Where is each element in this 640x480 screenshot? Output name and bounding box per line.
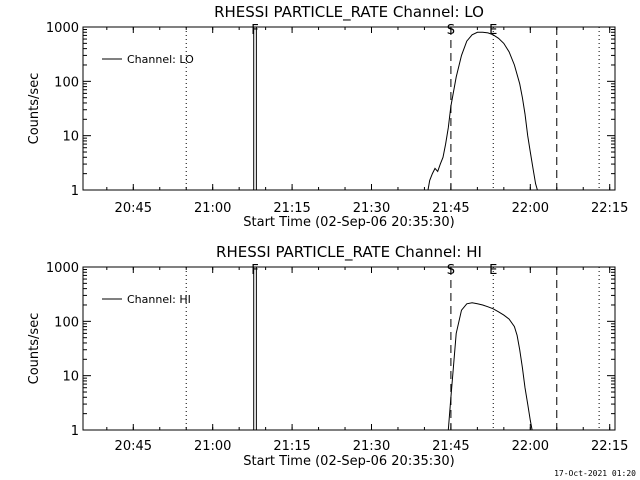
y-axis-label: Counts/sec	[27, 73, 42, 145]
y-tick-label: 1000	[46, 21, 79, 36]
x-tick-label: 21:15	[273, 439, 310, 454]
x-axis-label: Start Time (02-Sep-06 20:35:30)	[243, 454, 454, 469]
hi-channel-panel: RHESSI PARTICLE_RATE Channel: HI 20:45 21:…	[27, 243, 628, 469]
x-tick-label: 21:30	[353, 201, 390, 216]
series-line-channel-lo	[427, 31, 538, 191]
y-tick-label: 10	[62, 130, 79, 145]
x-tick-label: 21:45	[432, 201, 469, 216]
x-tick-label: 21:30	[353, 439, 390, 454]
x-tick-label: 22:15	[591, 201, 628, 216]
lo-channel-panel: RHESSI PARTICLE_RATE Channel: LO 20:45 21:…	[27, 3, 628, 230]
x-tick-label: 21:00	[194, 439, 231, 454]
y-tick-label: 100	[54, 75, 79, 90]
series-line-channel-hi	[447, 302, 533, 431]
y-axis-label: Counts/sec	[27, 313, 42, 385]
y-tick-label: 100	[54, 315, 79, 330]
x-tick-label: 20:45	[115, 439, 152, 454]
y-tick-label: 10	[62, 370, 79, 385]
x-tick-label: 21:45	[432, 439, 469, 454]
event-marker-s: S	[447, 263, 455, 278]
x-tick-label: 21:00	[194, 201, 231, 216]
y-tick-label: 1	[71, 184, 79, 199]
event-marker-f: F	[251, 23, 258, 38]
x-tick-label: 22:00	[512, 201, 549, 216]
timestamp: 17-Oct-2021 01:20	[554, 469, 636, 478]
legend-label: Channel: HI	[127, 293, 191, 306]
x-tick-label: 21:15	[273, 201, 310, 216]
x-tick-label: 22:00	[512, 439, 549, 454]
x-tick-label: 20:45	[115, 201, 152, 216]
plot-frame	[82, 26, 616, 191]
event-marker-f: F	[251, 263, 258, 278]
legend-label: Channel: LO	[127, 53, 194, 66]
x-axis-label: Start Time (02-Sep-06 20:35:30)	[243, 215, 454, 230]
plot-frame	[82, 266, 616, 431]
y-tick-label: 1000	[46, 261, 79, 276]
event-marker-e: E	[489, 263, 497, 278]
x-tick-label: 22:15	[591, 439, 628, 454]
event-marker-e: E	[489, 23, 497, 38]
y-tick-label: 1	[71, 424, 79, 439]
event-marker-s: S	[447, 23, 455, 38]
chart-title: RHESSI PARTICLE_RATE Channel: LO	[214, 3, 484, 22]
chart-title: RHESSI PARTICLE_RATE Channel: HI	[216, 243, 482, 262]
